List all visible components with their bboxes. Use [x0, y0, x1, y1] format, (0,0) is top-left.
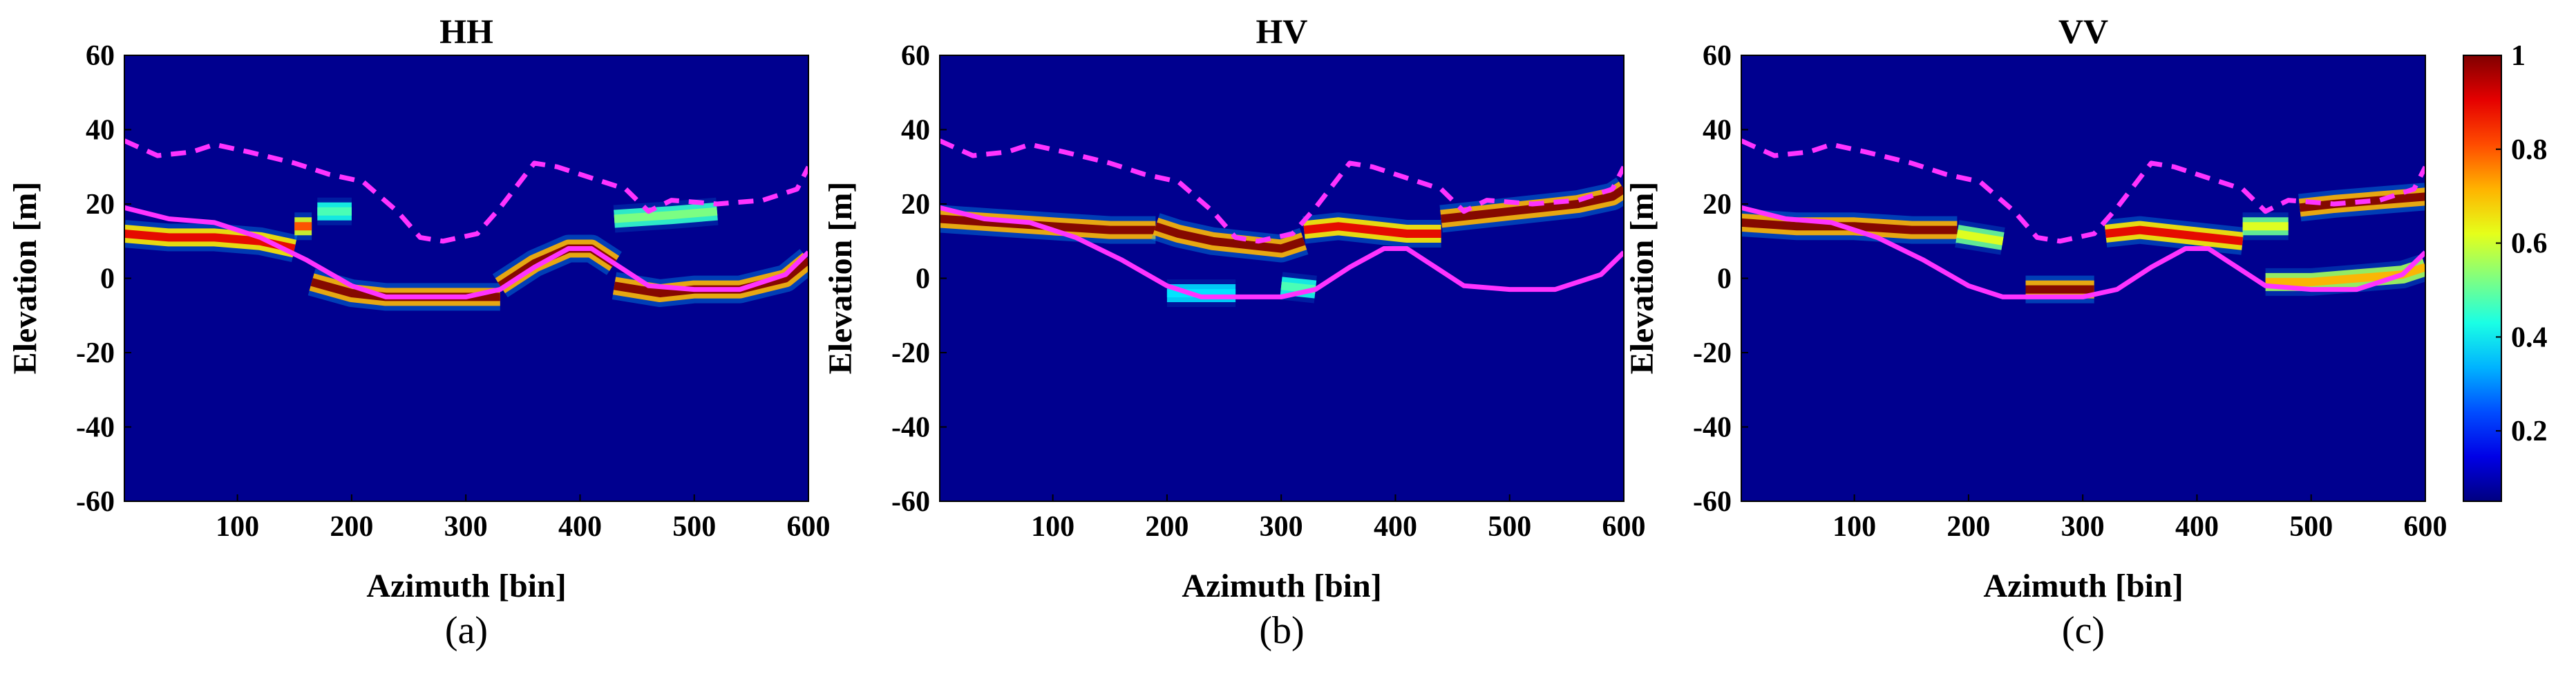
y-tick-label: -40	[76, 412, 115, 444]
canopy-top-dashed-line	[1741, 138, 2425, 244]
y-tick-label: -60	[891, 486, 930, 518]
colorbar-tick-label: 1	[2511, 40, 2526, 72]
x-tick-label: 100	[216, 511, 259, 543]
y-tick-label: 60	[86, 40, 115, 72]
panel-title: HH	[439, 12, 493, 50]
y-tick-label: -20	[1693, 337, 1732, 369]
panel-title: VV	[2058, 12, 2108, 50]
y-tick-label: -60	[1693, 486, 1732, 518]
x-tick-label: 500	[2289, 511, 2333, 543]
y-tick-label: 40	[86, 115, 115, 147]
x-axis-label: Azimuth [bin]	[366, 568, 566, 604]
x-tick-label: 300	[1260, 511, 1303, 543]
y-tick-label: 40	[901, 115, 930, 147]
canopy-top-dashed-line	[124, 138, 808, 244]
x-tick-label: 400	[558, 511, 602, 543]
x-tick-label: 300	[444, 511, 488, 543]
colorbar-gradient	[2463, 55, 2502, 502]
y-tick-label: 60	[1703, 40, 1732, 72]
y-tick-label: -60	[76, 486, 115, 518]
heatmap-content	[124, 138, 808, 311]
x-tick-label: 600	[787, 511, 831, 543]
heatmap-content	[1741, 138, 2425, 304]
y-tick-label: 0	[100, 263, 115, 295]
canopy-top-dashed-line	[940, 138, 1624, 244]
intensity-band-core	[2265, 263, 2425, 286]
x-tick-label: 100	[1031, 511, 1074, 543]
x-tick-label: 200	[1947, 511, 1990, 543]
x-tick-label: 100	[1832, 511, 1876, 543]
y-tick-label: -20	[76, 337, 115, 369]
ground-line	[1741, 205, 2425, 299]
x-axis-label: Azimuth [bin]	[1983, 568, 2183, 604]
intensity-band-core	[2105, 225, 2244, 245]
intensity-band-core	[1303, 222, 1441, 238]
y-tick-label: 60	[901, 40, 930, 72]
ground-line	[124, 205, 808, 299]
ground-line	[940, 205, 1624, 299]
colorbar-tick-label: 0.4	[2511, 322, 2548, 353]
y-axis-label: Elevation [m]	[1624, 182, 1660, 375]
heatmap-background	[124, 55, 808, 501]
y-tick-label: 0	[916, 263, 930, 295]
intensity-band-core	[1154, 222, 1306, 253]
y-axis-label: Elevation [m]	[7, 182, 44, 375]
x-tick-label: 400	[1374, 511, 1417, 543]
colorbar-tick-label: 0.6	[2511, 228, 2548, 260]
y-tick-label: 0	[1717, 263, 1732, 295]
y-tick-label: -40	[1693, 412, 1732, 444]
intensity-band-core	[1741, 218, 1958, 234]
panel-title: HV	[1256, 12, 1308, 50]
y-axis-label: Elevation [m]	[822, 182, 859, 375]
y-tick-label: 20	[1703, 189, 1732, 221]
colorbar-tick-label: 0.8	[2511, 134, 2548, 166]
x-tick-label: 400	[2175, 511, 2219, 543]
y-tick-label: 40	[1703, 115, 1732, 147]
x-axis-label: Azimuth [bin]	[1182, 568, 1381, 604]
y-tick-label: -20	[891, 337, 930, 369]
x-tick-label: 200	[330, 511, 373, 543]
y-tick-label: -40	[891, 412, 930, 444]
x-tick-label: 600	[2404, 511, 2447, 543]
x-tick-label: 500	[1488, 511, 1531, 543]
heatmap-background	[940, 55, 1624, 501]
x-tick-label: 300	[2061, 511, 2105, 543]
x-tick-label: 200	[1145, 511, 1188, 543]
panel-caption: (a)	[445, 609, 488, 652]
x-tick-label: 600	[1602, 511, 1646, 543]
x-tick-label: 500	[672, 511, 716, 543]
panel-caption: (c)	[2062, 609, 2105, 652]
panel-caption: (b)	[1259, 609, 1304, 652]
colorbar: 1 0.8 0.6 0.4 0.2	[2463, 40, 2548, 502]
heatmap-content	[940, 138, 1624, 307]
intensity-band-core	[1440, 185, 1624, 223]
y-tick-label: 20	[86, 189, 115, 221]
intensity-band-core	[940, 214, 1156, 234]
intensity-band-core	[614, 207, 718, 223]
colorbar-tick-label: 0.2	[2511, 416, 2548, 447]
intensity-band-core	[1956, 230, 2004, 245]
y-tick-label: 20	[901, 189, 930, 221]
